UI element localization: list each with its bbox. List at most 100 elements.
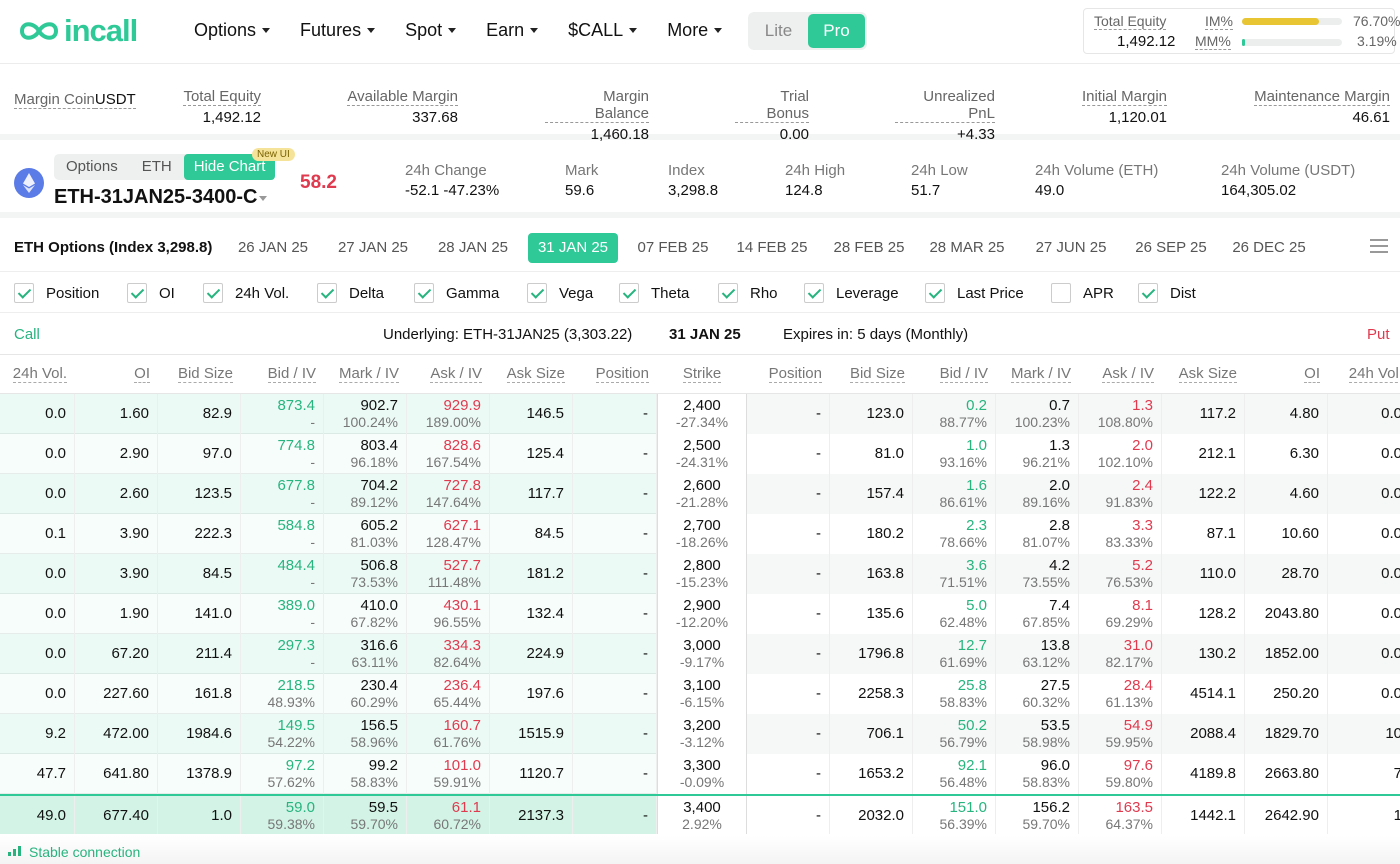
cell-c-pos[interactable]: - — [573, 514, 657, 554]
checkbox[interactable] — [925, 283, 945, 303]
cell-p-ask[interactable]: 2.0 102.10% — [1079, 434, 1162, 474]
checkbox[interactable] — [527, 283, 547, 303]
cell-c-pos[interactable]: - — [573, 754, 657, 794]
cell-c-pos[interactable]: - — [573, 474, 657, 514]
cell-c-asz[interactable]: 117.7 — [490, 474, 573, 514]
cell-p-ask[interactable]: 3.3 83.33% — [1079, 514, 1162, 554]
nav-item-earn[interactable]: Earn — [486, 20, 539, 41]
cell-p-pos[interactable]: - — [747, 554, 830, 594]
cell-c-pos[interactable]: - — [573, 714, 657, 754]
cell-c-bsz[interactable]: 123.5 — [158, 474, 241, 514]
cell-c-asz[interactable]: 2137.3 — [490, 796, 573, 834]
cell-p-mark[interactable]: 0.7 100.23% — [996, 394, 1079, 434]
cell-strike[interactable]: 3,300 -0.09% — [657, 754, 747, 794]
cell-p-asz[interactable]: 130.2 — [1162, 634, 1245, 674]
cell-p-oi[interactable]: 10.60 — [1245, 514, 1328, 554]
cell-c-bid[interactable]: 774.8- — [241, 434, 324, 474]
cell-c-pos[interactable]: - — [573, 634, 657, 674]
cell-p-pos[interactable]: - — [747, 634, 830, 674]
table-row[interactable]: 9.2 472.00 1984.6 149.5 54.22% 156.5 58.96% 160… — [0, 714, 1400, 754]
cell-p-asz[interactable]: 4514.1 — [1162, 674, 1245, 714]
cell-p-oi[interactable]: 2663.80 — [1245, 754, 1328, 794]
cell-p-bsz[interactable]: 2258.3 — [830, 674, 913, 714]
nav-item-options[interactable]: Options — [194, 20, 271, 41]
checkbox[interactable] — [619, 283, 639, 303]
cell-c-bsz[interactable]: 84.5 — [158, 554, 241, 594]
cell-p-bsz[interactable]: 180.2 — [830, 514, 913, 554]
cell-c-bsz[interactable]: 1.0 — [158, 796, 241, 834]
checkbox[interactable] — [1051, 283, 1071, 303]
nav-item-more[interactable]: More — [667, 20, 723, 41]
cell-c-bid[interactable]: 149.5 54.22% — [241, 714, 324, 754]
cell-c-oi[interactable]: 2.90 — [75, 434, 158, 474]
cell-c-pos[interactable]: - — [573, 394, 657, 434]
logo[interactable]: incall — [16, 14, 138, 48]
cell-p-asz[interactable]: 122.2 — [1162, 474, 1245, 514]
cell-c-asz[interactable]: 125.4 — [490, 434, 573, 474]
cell-c-bsz[interactable]: 1984.6 — [158, 714, 241, 754]
cell-p-pos[interactable]: - — [747, 674, 830, 714]
cell-c-mark[interactable]: 410.0 67.82% — [324, 594, 407, 634]
cell-p-mark[interactable]: 1.3 96.21% — [996, 434, 1079, 474]
column-toggle-oi[interactable]: OI — [127, 283, 175, 303]
cell-p-mark[interactable]: 96.0 58.83% — [996, 754, 1079, 794]
cell-c-oi[interactable]: 2.60 — [75, 474, 158, 514]
cell-c-oi[interactable]: 67.20 — [75, 634, 158, 674]
expiry-date-tab[interactable]: 28 FEB 25 — [833, 239, 905, 256]
table-row[interactable]: 0.0 67.20 211.4 297.3-316.6 63.11% 334.3 82.64… — [0, 634, 1400, 674]
table-row[interactable]: 47.7 641.80 1378.9 97.2 57.62% 99.2 58.83% 101.… — [0, 754, 1400, 794]
cell-c-vol[interactable]: 9.2 — [0, 714, 75, 754]
cell-c-asz[interactable]: 224.9 — [490, 634, 573, 674]
column-toggle-delta[interactable]: Delta — [317, 283, 384, 303]
cell-strike[interactable]: 2,400 -27.34% — [657, 394, 747, 434]
cell-p-bid[interactable]: 2.3 78.66% — [913, 514, 996, 554]
cell-p-bsz[interactable]: 1796.8 — [830, 634, 913, 674]
cell-p-pos[interactable]: - — [747, 474, 830, 514]
cell-p-bsz[interactable]: 123.0 — [830, 394, 913, 434]
cell-c-vol[interactable]: 0.0 — [0, 674, 75, 714]
cell-c-oi[interactable]: 3.90 — [75, 554, 158, 594]
cell-c-asz[interactable]: 132.4 — [490, 594, 573, 634]
table-row[interactable]: 49.0 677.40 1.0 59.0 59.38% 59.5 59.70% 61.1 60.… — [0, 794, 1400, 834]
cell-p-oi[interactable]: 4.80 — [1245, 394, 1328, 434]
cell-p-mark[interactable]: 7.4 67.85% — [996, 594, 1079, 634]
cell-c-ask[interactable]: 828.6 167.54% — [407, 434, 490, 474]
cell-c-pos[interactable]: - — [573, 674, 657, 714]
column-toggle-apr[interactable]: APR — [1051, 283, 1114, 303]
cell-c-mark[interactable]: 704.2 89.12% — [324, 474, 407, 514]
cell-c-mark[interactable]: 59.5 59.70% — [324, 796, 407, 834]
expiry-date-tab[interactable]: 28 MAR 25 — [929, 239, 1005, 256]
checkbox[interactable] — [203, 283, 223, 303]
expiry-date-tab[interactable]: 31 JAN 25 — [528, 233, 618, 263]
checkbox[interactable] — [317, 283, 337, 303]
cell-c-pos[interactable]: - — [573, 554, 657, 594]
cell-c-vol[interactable]: 0.1 — [0, 514, 75, 554]
column-toggle-position[interactable]: Position — [14, 283, 99, 303]
cell-p-bid[interactable]: 1.0 93.16% — [913, 434, 996, 474]
cell-c-mark[interactable]: 230.4 60.29% — [324, 674, 407, 714]
cell-c-oi[interactable]: 641.80 — [75, 754, 158, 794]
cell-c-vol[interactable]: 47.7 — [0, 754, 75, 794]
cell-p-bid[interactable]: 50.2 56.79% — [913, 714, 996, 754]
cell-p-asz[interactable]: 87.1 — [1162, 514, 1245, 554]
table-row[interactable]: 0.0 227.60 161.8 218.5 48.93% 230.4 60.29% 236.… — [0, 674, 1400, 714]
column-toggle-dist[interactable]: Dist — [1138, 283, 1196, 303]
column-toggle-24hvol[interactable]: 24h Vol. — [203, 283, 289, 303]
column-toggle-rho[interactable]: Rho — [718, 283, 778, 303]
expiry-date-tab[interactable]: 26 JAN 25 — [237, 239, 309, 256]
cell-p-mark[interactable]: 156.2 59.70% — [996, 796, 1079, 834]
cell-p-asz[interactable]: 110.0 — [1162, 554, 1245, 594]
cell-c-bid[interactable]: 97.2 57.62% — [241, 754, 324, 794]
cell-p-asz[interactable]: 1442.1 — [1162, 796, 1245, 834]
nav-item-call[interactable]: $CALL — [568, 20, 638, 41]
cell-c-ask[interactable]: 160.7 61.76% — [407, 714, 490, 754]
cell-p-oi[interactable]: 2642.90 — [1245, 796, 1328, 834]
cell-p-ask[interactable]: 163.5 64.37% — [1079, 796, 1162, 834]
cell-p-bid[interactable]: 25.8 58.83% — [913, 674, 996, 714]
cell-p-vol[interactable]: 7 — [1328, 754, 1400, 794]
table-row[interactable]: 0.0 2.60 123.5 677.8-704.2 89.12% 727.8 147.64… — [0, 474, 1400, 514]
cell-p-mark[interactable]: 2.8 81.07% — [996, 514, 1079, 554]
cell-c-asz[interactable]: 181.2 — [490, 554, 573, 594]
cell-c-bid[interactable]: 297.3- — [241, 634, 324, 674]
cell-p-pos[interactable]: - — [747, 434, 830, 474]
